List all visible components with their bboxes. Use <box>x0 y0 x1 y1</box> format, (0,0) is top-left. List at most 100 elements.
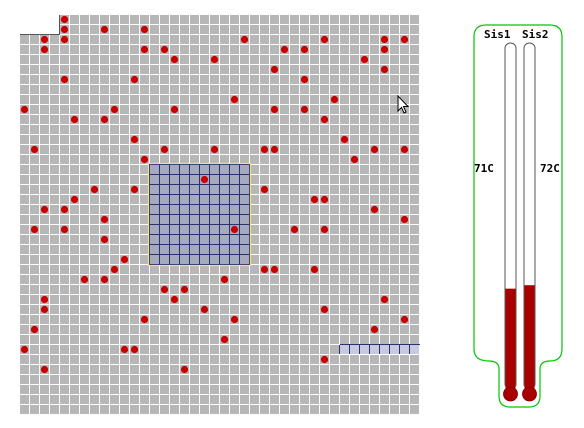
board-cell[interactable] <box>30 135 39 144</box>
board-cell[interactable] <box>50 165 59 174</box>
board-cell[interactable] <box>140 15 149 24</box>
board-cell[interactable] <box>280 205 289 214</box>
board-cell[interactable] <box>380 355 389 364</box>
board-cell[interactable] <box>340 305 349 314</box>
board-cell[interactable] <box>260 375 269 384</box>
board-cell[interactable] <box>370 95 379 104</box>
board-cell[interactable] <box>230 285 239 294</box>
board-cell[interactable] <box>20 135 29 144</box>
board-cell[interactable] <box>410 95 419 104</box>
board-cell[interactable] <box>100 245 109 254</box>
board-cell[interactable] <box>280 345 289 354</box>
board-cell[interactable] <box>30 385 39 394</box>
board-cell[interactable] <box>70 245 79 254</box>
board-cell[interactable] <box>320 205 329 214</box>
board-cell[interactable] <box>110 195 119 204</box>
board-cell[interactable] <box>260 335 269 344</box>
board-cell[interactable] <box>250 335 259 344</box>
board-cell[interactable] <box>300 275 309 284</box>
board-cell[interactable] <box>310 375 319 384</box>
board-cell[interactable] <box>130 35 139 44</box>
board-cell[interactable] <box>400 265 409 274</box>
board-cell[interactable] <box>330 215 339 224</box>
board-cell[interactable] <box>230 125 239 134</box>
board-cell[interactable] <box>40 155 49 164</box>
board-cell[interactable] <box>240 315 249 324</box>
board-cell[interactable] <box>130 355 139 364</box>
board-cell[interactable] <box>220 45 229 54</box>
board-cell[interactable] <box>130 155 139 164</box>
board-cell[interactable] <box>320 145 329 154</box>
board-cell[interactable] <box>350 115 359 124</box>
board-cell[interactable] <box>400 175 409 184</box>
board-cell[interactable] <box>350 305 359 314</box>
board-cell[interactable] <box>230 85 239 94</box>
board-cell[interactable] <box>60 145 69 154</box>
board-cell[interactable] <box>20 85 29 94</box>
board-cell[interactable] <box>260 125 269 134</box>
board-cell[interactable] <box>230 35 239 44</box>
board-cell[interactable] <box>310 395 319 404</box>
board-cell[interactable] <box>140 245 149 254</box>
board-cell[interactable] <box>220 355 229 364</box>
board-cell[interactable] <box>310 235 319 244</box>
board-cell[interactable] <box>20 195 29 204</box>
board-cell[interactable] <box>350 395 359 404</box>
board-cell[interactable] <box>160 385 169 394</box>
board-cell[interactable] <box>220 375 229 384</box>
board-cell[interactable] <box>140 65 149 74</box>
board-cell[interactable] <box>370 45 379 54</box>
board-cell[interactable] <box>60 185 69 194</box>
board-cell[interactable] <box>330 195 339 204</box>
board-cell[interactable] <box>250 295 259 304</box>
board-cell[interactable] <box>140 125 149 134</box>
board-cell[interactable] <box>270 195 279 204</box>
board-cell[interactable] <box>390 395 399 404</box>
board-cell[interactable] <box>180 145 189 154</box>
board-cell[interactable] <box>160 105 169 114</box>
board-cell[interactable] <box>80 255 89 264</box>
board-cell[interactable] <box>170 275 179 284</box>
board-cell[interactable] <box>170 155 179 164</box>
board-cell[interactable] <box>180 45 189 54</box>
board-cell[interactable] <box>80 185 89 194</box>
board-cell[interactable] <box>40 405 49 414</box>
board-cell[interactable] <box>360 235 369 244</box>
board-cell[interactable] <box>110 295 119 304</box>
board-cell[interactable] <box>390 185 399 194</box>
board-cell[interactable] <box>230 395 239 404</box>
board-cell[interactable] <box>120 105 129 114</box>
board-cell[interactable] <box>270 315 279 324</box>
board-cell[interactable] <box>110 225 119 234</box>
board-cell[interactable] <box>70 175 79 184</box>
board-cell[interactable] <box>170 45 179 54</box>
board-cell[interactable] <box>370 165 379 174</box>
board-cell[interactable] <box>340 365 349 374</box>
board-cell[interactable] <box>410 195 419 204</box>
board-cell[interactable] <box>380 215 389 224</box>
board-cell[interactable] <box>300 185 309 194</box>
board-cell[interactable] <box>310 85 319 94</box>
board-cell[interactable] <box>90 65 99 74</box>
board-cell[interactable] <box>320 165 329 174</box>
board-cell[interactable] <box>80 265 89 274</box>
board-cell[interactable] <box>340 55 349 64</box>
board-cell[interactable] <box>120 65 129 74</box>
board-cell[interactable] <box>360 365 369 374</box>
board-cell[interactable] <box>60 345 69 354</box>
board-cell[interactable] <box>240 55 249 64</box>
board-cell[interactable] <box>160 375 169 384</box>
board-cell[interactable] <box>70 265 79 274</box>
board-cell[interactable] <box>210 395 219 404</box>
board-cell[interactable] <box>380 195 389 204</box>
board-cell[interactable] <box>200 45 209 54</box>
board-cell[interactable] <box>230 345 239 354</box>
board-cell[interactable] <box>130 145 139 154</box>
board-cell[interactable] <box>250 75 259 84</box>
board-cell[interactable] <box>70 65 79 74</box>
board-cell[interactable] <box>150 145 159 154</box>
board-cell[interactable] <box>180 125 189 134</box>
board-cell[interactable] <box>300 155 309 164</box>
board-cell[interactable] <box>230 335 239 344</box>
board-cell[interactable] <box>270 305 279 314</box>
